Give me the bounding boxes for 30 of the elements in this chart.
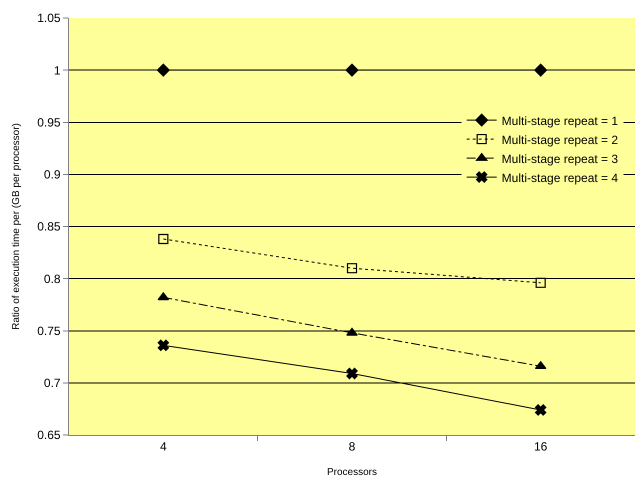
x-tick-label: 16 bbox=[534, 439, 548, 454]
y-tick-label: 0.9 bbox=[44, 168, 61, 182]
y-tick-label: 0.85 bbox=[37, 220, 61, 234]
y-tick-label: 0.65 bbox=[37, 428, 61, 442]
y-tick-label: 0.8 bbox=[44, 272, 61, 286]
y-tick-label: 0.7 bbox=[44, 376, 61, 390]
x-tick-label: 8 bbox=[348, 439, 356, 454]
y-tick-label: 0.75 bbox=[37, 324, 61, 338]
point bbox=[534, 64, 548, 77]
point bbox=[536, 278, 546, 288]
legend-label: Multi-stage repeat = 2 bbox=[502, 132, 618, 147]
point bbox=[346, 328, 358, 336]
point bbox=[346, 263, 358, 274]
point bbox=[534, 404, 546, 416]
legend-label: Multi-stage repeat = 1 bbox=[502, 114, 618, 128]
point bbox=[158, 234, 168, 244]
y-tick-label: 0.95 bbox=[37, 115, 61, 130]
point bbox=[158, 340, 170, 352]
y-tick-label: 1.05 bbox=[37, 11, 61, 26]
y-axis-title: Ratio of execution time per (GB per processor) bbox=[11, 123, 22, 330]
legend-label: Multi-stage repeat = 3 bbox=[502, 152, 618, 166]
x-tick-label: 4 bbox=[160, 439, 167, 454]
point bbox=[346, 64, 358, 77]
point bbox=[534, 361, 546, 370]
legend-label: Multi-stage repeat = 4 bbox=[502, 170, 618, 185]
point bbox=[156, 64, 170, 77]
y-tick-label: 1 bbox=[54, 63, 61, 78]
point bbox=[346, 368, 358, 380]
x-axis-title: Processors bbox=[326, 466, 378, 478]
point bbox=[158, 292, 170, 300]
